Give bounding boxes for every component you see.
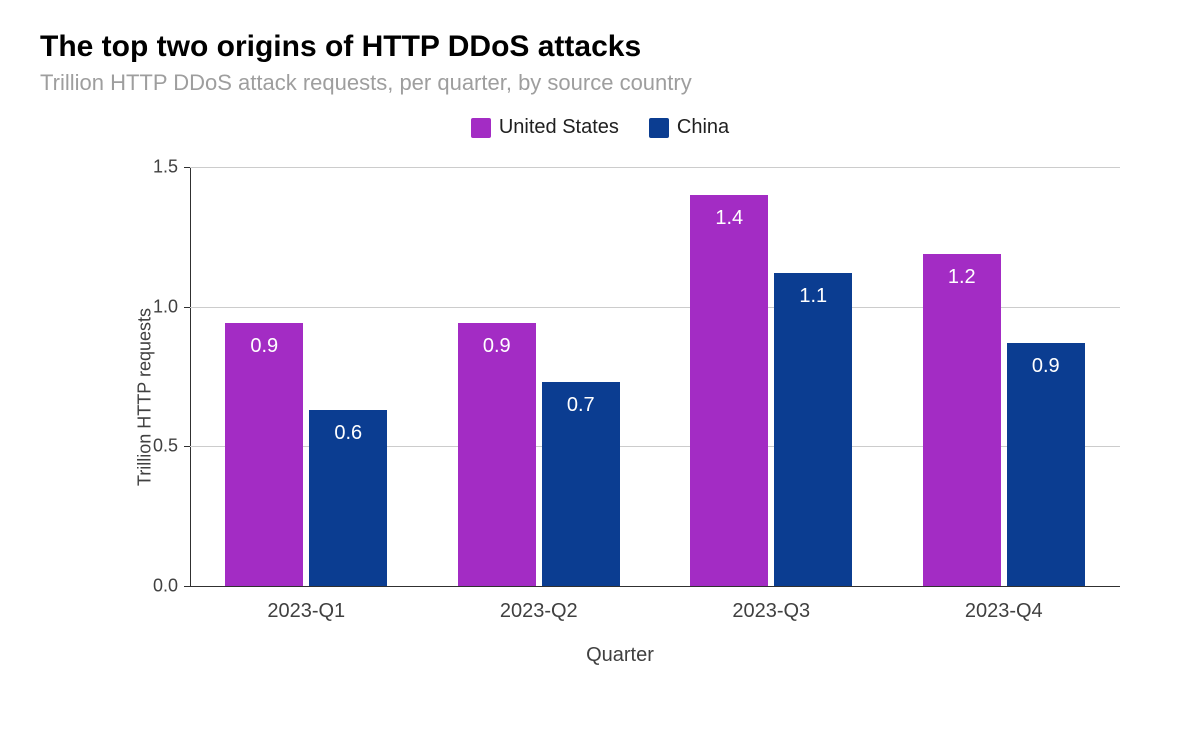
bar: 1.2 — [923, 254, 1001, 586]
bar-value-label: 0.9 — [1032, 355, 1060, 378]
xtick-label: 2023-Q1 — [267, 586, 345, 623]
bar-group: 1.20.92023-Q4 — [888, 167, 1121, 586]
legend-item: United States — [471, 116, 619, 139]
legend-item: China — [649, 116, 729, 139]
bar-groups: 0.90.62023-Q10.90.72023-Q21.41.12023-Q31… — [190, 167, 1120, 586]
bar-value-label: 1.1 — [799, 285, 827, 308]
legend-swatch — [471, 118, 491, 138]
bar-group: 0.90.72023-Q2 — [423, 167, 656, 586]
ytick-label: 0.5 — [153, 436, 190, 457]
plot-wrap: Trillion HTTP requests 0.0 0.5 1.0 1.5 0.9 0.… — [110, 157, 1130, 637]
legend-label: United States — [499, 116, 619, 139]
xtick-label: 2023-Q2 — [500, 586, 578, 623]
legend-swatch — [649, 118, 669, 138]
legend: United States China — [40, 116, 1160, 139]
xtick-label: 2023-Q4 — [965, 586, 1043, 623]
chart-subtitle: Trillion HTTP DDoS attack requests, per … — [40, 70, 1160, 96]
ytick-label: 0.0 — [153, 576, 190, 597]
bar-group: 1.41.12023-Q3 — [655, 167, 888, 586]
bar-value-label: 1.4 — [715, 207, 743, 230]
legend-label: China — [677, 116, 729, 139]
chart-container: The top two origins of HTTP DDoS attacks… — [0, 0, 1200, 742]
plot-area: 0.00.51.01.50.90.62023-Q10.90.72023-Q21.… — [190, 167, 1120, 587]
bar-value-label: 0.9 — [250, 335, 278, 358]
bar-value-label: 0.6 — [334, 422, 362, 445]
bar: 0.9 — [225, 323, 303, 586]
bar-value-label: 1.2 — [948, 266, 976, 289]
chart-title: The top two origins of HTTP DDoS attacks — [40, 30, 1160, 64]
bar-value-label: 0.9 — [483, 335, 511, 358]
ytick-label: 1.5 — [153, 157, 190, 178]
bar: 0.6 — [309, 410, 387, 586]
bar: 1.4 — [690, 195, 768, 586]
bar: 0.9 — [1007, 343, 1085, 586]
bar-value-label: 0.7 — [567, 394, 595, 417]
y-axis-title: Trillion HTTP requests — [135, 308, 156, 486]
bar: 0.9 — [458, 323, 536, 586]
bar-group: 0.90.62023-Q1 — [190, 167, 423, 586]
bar: 0.7 — [542, 382, 620, 586]
bar: 1.1 — [774, 273, 852, 586]
x-axis-title: Quarter — [586, 644, 654, 667]
ytick-label: 1.0 — [153, 296, 190, 317]
xtick-label: 2023-Q3 — [732, 586, 810, 623]
